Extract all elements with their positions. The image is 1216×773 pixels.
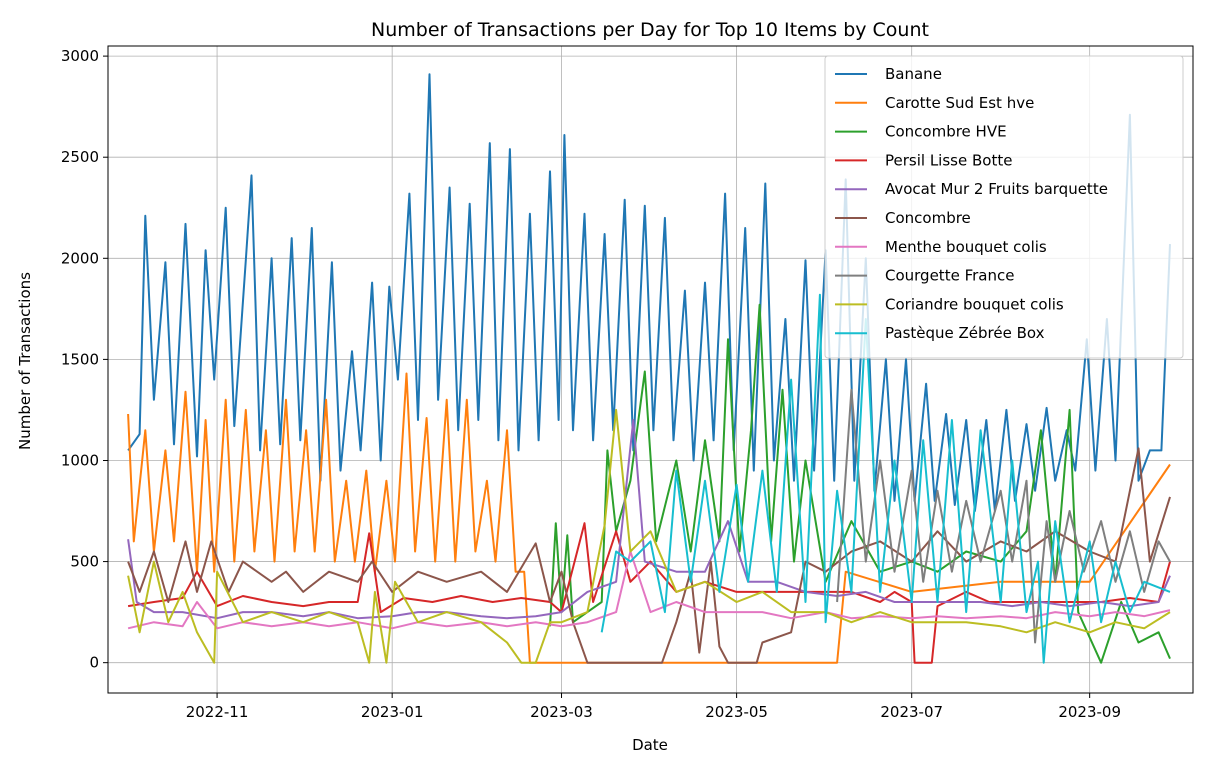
- series-line: [127, 419, 1171, 620]
- y-tick-label: 3000: [61, 47, 99, 65]
- series-line: [127, 73, 1171, 512]
- y-tick-label: 1000: [61, 451, 99, 469]
- legend-label: Courgette France: [885, 267, 1014, 285]
- chart-title: Number of Transactions per Day for Top 1…: [371, 19, 929, 41]
- legend-label: Avocat Mur 2 Fruits barquette: [885, 180, 1108, 198]
- plot-frame: [107, 45, 1194, 694]
- legend-label: Banane: [885, 65, 942, 83]
- legend-label: Persil Lisse Botte: [885, 151, 1012, 169]
- x-tick-label: 2023-05: [705, 703, 768, 721]
- series-layer: [127, 73, 1171, 664]
- x-axis-label: Date: [632, 736, 668, 754]
- x-axis-ticks: 2022-11 2023-01 2023-03 2023-05 2023-07 2023-…: [186, 693, 1121, 721]
- y-axis-ticks: 0 500 1000 1500 2000 2500 3000: [61, 47, 108, 672]
- y-tick-label: 0: [89, 654, 99, 672]
- series-line: [836, 388, 1171, 644]
- legend-label: Coriandre bouquet colis: [885, 295, 1064, 313]
- legend-label: Menthe bouquet colis: [885, 238, 1047, 256]
- legend-label: Pastèque Zébrée Box: [885, 324, 1045, 342]
- x-tick-label: 2023-09: [1058, 703, 1121, 721]
- y-tick-label: 500: [70, 553, 99, 571]
- series-line: [127, 522, 1171, 664]
- y-tick-label: 1500: [61, 350, 99, 368]
- series-line: [127, 372, 1171, 664]
- y-tick-label: 2000: [61, 249, 99, 267]
- x-tick-label: 2023-01: [361, 703, 424, 721]
- legend-label: Concombre HVE: [885, 123, 1007, 141]
- x-tick-label: 2022-11: [186, 703, 249, 721]
- x-tick-label: 2023-07: [880, 703, 943, 721]
- legend-box: [824, 55, 1184, 359]
- y-tick-label: 2500: [61, 148, 99, 166]
- series-line: [600, 293, 1171, 664]
- legend-label: Carotte Sud Est hve: [885, 94, 1034, 112]
- series-line: [127, 408, 1171, 664]
- legend: Banane Carotte Sud Est hve Concombre HVE Pe…: [824, 55, 1184, 359]
- legend-label: Concombre: [885, 209, 971, 227]
- y-axis-label: Number of Transactions: [16, 272, 34, 450]
- x-tick-label: 2023-03: [530, 703, 593, 721]
